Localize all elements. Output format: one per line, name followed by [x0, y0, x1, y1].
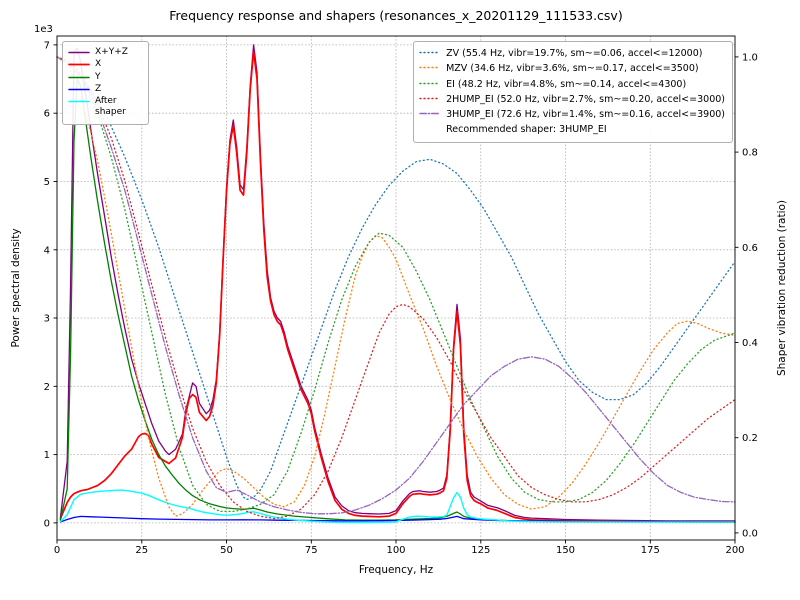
legend-line-sample-mzv [419, 67, 441, 69]
series-3hump-ei [56, 56, 736, 515]
x-tick-label: 150 [556, 545, 575, 556]
x-tick-label: 50 [220, 545, 233, 556]
legend-line-sample-x-y-z [68, 51, 90, 54]
left-y-tick-label: 4 [44, 245, 50, 256]
legend-line-sample-after-shaper [68, 100, 90, 103]
chart-title: Frequency response and shapers (resonanc… [169, 8, 623, 23]
legend-entry-2hump-ei: 2HUMP_EI (52.0 Hz, vibr=2.7%, sm~=0.20, … [419, 93, 725, 107]
series-x [59, 50, 736, 523]
legend-label-2hump-ei: 2HUMP_EI (52.0 Hz, vibr=2.7%, sm~=0.20, … [446, 93, 725, 105]
series-mzv [56, 56, 736, 517]
legend-label-x-y-z: X+Y+Z [95, 47, 128, 57]
legend-line-sample-3hump-ei [419, 112, 441, 115]
x-tick-label: 75 [305, 545, 318, 556]
legend-entry-3hump-ei: 3HUMP_EI (72.6 Hz, vibr=1.4%, sm~=0.16, … [419, 108, 725, 122]
recommended-shaper-note: Recommended shaper: 3HUMP_EI [446, 124, 607, 136]
left-y-tick-label: 1 [44, 450, 50, 461]
legend-entry-ei: EI (48.2 Hz, vibr=4.8%, sm~=0.14, accel<… [419, 78, 725, 92]
legend-entry-z: Z [68, 84, 141, 95]
legend-label-3hump-ei: 3HUMP_EI (72.6 Hz, vibr=1.4%, sm~=0.16, … [446, 109, 725, 120]
left-y-tick-label: 7 [44, 40, 50, 51]
legend-label-z: Z [95, 83, 102, 94]
x-tick-label: 0 [54, 545, 60, 556]
series-after-shaper [59, 489, 736, 524]
right-y-tick-label: 0.6 [742, 243, 758, 254]
shaper-legend: ZV (55.4 Hz, vibr=19.7%, sm~=0.06, accel… [413, 41, 733, 143]
x-tick-label: 25 [135, 545, 148, 556]
legend-entry-y: Y [68, 72, 141, 83]
legend-line-sample-x [68, 63, 90, 66]
left-y-tick-label: 5 [44, 177, 50, 188]
right-y-tick-label: 0.4 [742, 338, 758, 349]
series-y [59, 78, 736, 523]
legend-line-sample-2hump-ei [419, 97, 441, 99]
legend-line-sample-zv [419, 51, 441, 54]
x-tick-label: 175 [641, 545, 660, 556]
legend-label-after-shaper: After shaper [95, 96, 126, 118]
left-y-tick-label: 2 [44, 382, 50, 393]
legend-entry-x: X [68, 59, 141, 70]
left-y-tick-label: 3 [44, 314, 50, 325]
x-axis-label: Frequency, Hz [358, 564, 434, 576]
series-zv [56, 56, 736, 501]
x-tick-label: 100 [386, 545, 405, 556]
legend-entry-after-shaper: After shaper [68, 96, 141, 119]
right-y-tick-label: 0.0 [742, 528, 758, 539]
series-2hump-ei [56, 56, 736, 520]
series-x-y-z [59, 44, 736, 522]
legend-entry-zv: ZV (55.4 Hz, vibr=19.7%, sm~=0.06, accel… [419, 47, 725, 61]
right-y-tick-label: 1.0 [742, 52, 758, 63]
psd-legend: X+Y+Z X Y Z After shaper [62, 41, 149, 125]
legend-line-sample-z [68, 88, 90, 90]
x-tick-label: 200 [725, 545, 744, 556]
legend-entry-x-y-z: X+Y+Z [68, 47, 141, 58]
right-y-tick-label: 0.2 [742, 433, 758, 444]
legend-label-y: Y [95, 71, 101, 82]
legend-entry-mzv: MZV (34.6 Hz, vibr=3.6%, sm~=0.17, accel… [419, 62, 725, 76]
left-axis-scale-label: 1e3 [34, 24, 53, 35]
legend-line-sample-y [68, 76, 90, 78]
series-z [59, 515, 736, 523]
legend-label-x: X [95, 59, 102, 70]
right-y-tick-label: 0.8 [742, 148, 758, 159]
legend-label-zv: ZV (55.4 Hz, vibr=19.7%, sm~=0.06, accel… [446, 48, 703, 59]
left-y-tick-label: 0 [44, 518, 50, 529]
x-tick-label: 125 [471, 545, 490, 556]
legend-line-sample-ei [419, 82, 441, 84]
series-ei [56, 56, 736, 513]
legend-label-mzv: MZV (34.6 Hz, vibr=3.6%, sm~=0.17, accel… [446, 63, 699, 75]
legend-label-ei: EI (48.2 Hz, vibr=4.8%, sm~=0.14, accel<… [446, 78, 687, 90]
left-y-tick-label: 6 [44, 109, 50, 120]
